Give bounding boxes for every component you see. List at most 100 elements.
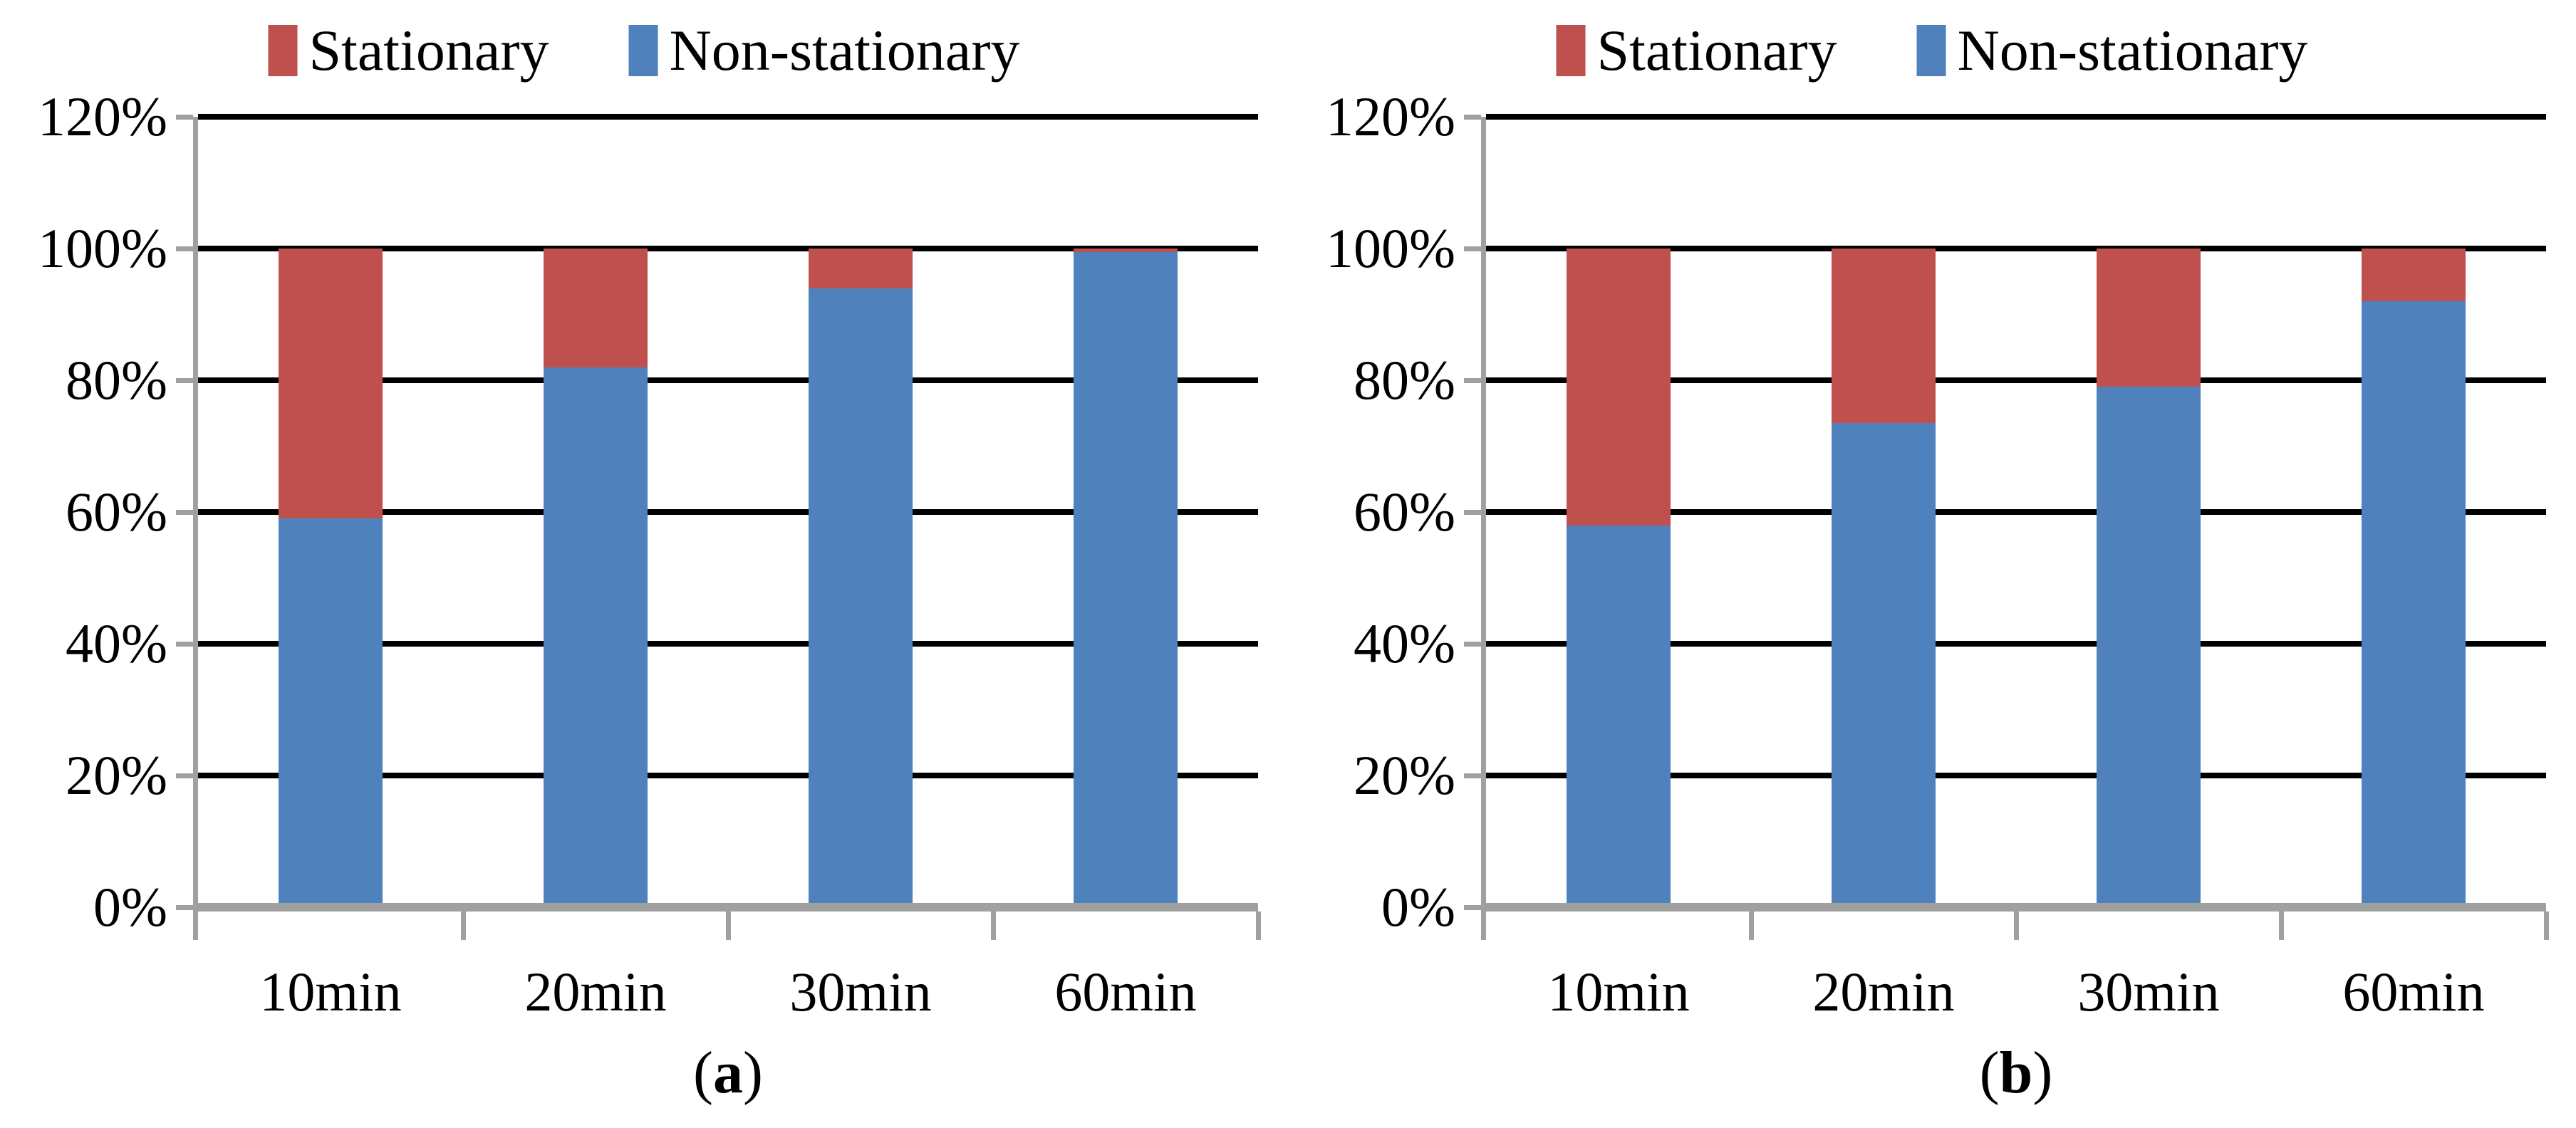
bar-30min-non-stationary-segment: [809, 288, 913, 907]
bar-60min-stationary-segment: [1074, 249, 1178, 252]
y-tick-label-60: 60%: [66, 481, 167, 543]
x-axis-tick: [2278, 912, 2284, 940]
y-axis-tick: [176, 773, 193, 778]
x-axis-tick: [990, 912, 996, 940]
bar-10min-non-stationary-segment: [279, 518, 383, 907]
y-axis-tick: [1464, 773, 1481, 778]
legend-swatch-stationary-icon: [1556, 25, 1586, 76]
x-tick-label-30min: 30min: [789, 961, 932, 1023]
y-tick-label-100: 100%: [38, 217, 167, 279]
legend-label: Non-stationary: [1957, 18, 2308, 83]
y-axis-tick: [1464, 246, 1481, 251]
x-tick-label-10min: 10min: [1547, 961, 1690, 1023]
gridline-40: [1486, 641, 2546, 647]
y-tick-label-20: 20%: [66, 744, 167, 806]
bar-30min-stationary-segment: [2097, 249, 2201, 387]
panel-caption-b: (b): [1486, 1041, 2546, 1105]
caption-open-paren: (: [693, 1040, 713, 1106]
bar-10min-stationary-segment: [1567, 249, 1671, 526]
y-axis-tick: [176, 377, 193, 383]
gridline-60: [1486, 509, 2546, 515]
x-axis-tick: [2543, 912, 2549, 940]
x-tick-label-20min: 20min: [524, 961, 667, 1023]
y-tick-label-40: 40%: [66, 612, 167, 674]
y-tick-label-80: 80%: [66, 349, 167, 411]
bar-20min-non-stationary-segment: [1832, 423, 1936, 907]
y-tick-label-0: 0%: [1381, 876, 1455, 938]
legend: Stationary Non-stationary: [268, 18, 1020, 83]
bar-20min-non-stationary-segment: [544, 367, 648, 907]
gridline-80: [1486, 377, 2546, 383]
gridline-100: [198, 246, 1258, 251]
gridline-120: [198, 114, 1258, 120]
legend-item-stationary: Stationary: [268, 18, 549, 83]
legend: Stationary Non-stationary: [1556, 18, 2308, 83]
legend-swatch-stationary-icon: [268, 25, 298, 76]
y-tick-label-0: 0%: [93, 876, 167, 938]
caption-letter: a: [713, 1040, 743, 1106]
bar-20min-stationary-segment: [544, 249, 648, 367]
x-tick-label-60min: 60min: [2342, 961, 2485, 1023]
x-axis-tick: [1748, 912, 1754, 940]
caption-close-paren: ): [2032, 1040, 2053, 1106]
x-axis-tick: [1481, 912, 1486, 940]
y-axis-line: [193, 117, 198, 940]
x-axis-tick: [1255, 912, 1261, 940]
legend-swatch-non-stationary-icon: [1916, 25, 1946, 76]
x-tick-label-60min: 60min: [1054, 961, 1197, 1023]
y-axis-tick: [1464, 904, 1481, 910]
x-axis-tick: [725, 912, 731, 940]
bar-60min-non-stationary-segment: [2362, 301, 2466, 907]
bar-20min-stationary-segment: [1832, 249, 1936, 424]
y-axis-line: [1481, 117, 1486, 940]
x-tick-label-30min: 30min: [2077, 961, 2220, 1023]
y-axis-tick: [1464, 641, 1481, 647]
gridline-60: [198, 509, 1258, 515]
bar-10min-stationary-segment: [279, 249, 383, 519]
legend-item-stationary: Stationary: [1556, 18, 1837, 83]
legend-label: Stationary: [1596, 18, 1837, 83]
bar-10min-non-stationary-segment: [1567, 525, 1671, 907]
gridline-40: [198, 641, 1258, 647]
x-axis-tick: [193, 912, 198, 940]
legend-label: Stationary: [308, 18, 549, 83]
y-tick-label-100: 100%: [1326, 217, 1455, 279]
y-axis-tick: [176, 641, 193, 647]
bar-30min-non-stationary-segment: [2097, 387, 2201, 907]
gridline-100: [1486, 246, 2546, 251]
y-tick-label-20: 20%: [1354, 744, 1455, 806]
gridline-20: [1486, 773, 2546, 778]
gridline-80: [198, 377, 1258, 383]
y-axis-tick: [176, 114, 193, 120]
x-axis-tick: [460, 912, 466, 940]
chart-panel-a: Stationary Non-stationary 0% 20% 40% 60% 80% 10…: [38, 18, 1261, 1105]
bar-30min-stationary-segment: [809, 249, 913, 288]
gridline-20: [198, 773, 1258, 778]
bar-60min-stationary-segment: [2362, 249, 2466, 301]
x-axis-tick: [2013, 912, 2019, 940]
chart-panel-b: Stationary Non-stationary 0% 20% 40% 60% 80% 10…: [1288, 0, 2576, 1128]
y-axis-tick: [1464, 377, 1481, 383]
caption-close-paren: ): [743, 1040, 763, 1106]
y-tick-label-120: 120%: [1326, 85, 1455, 147]
caption-letter: b: [1999, 1040, 2033, 1106]
legend-item-non-stationary: Non-stationary: [1916, 18, 2308, 83]
y-axis-tick: [176, 904, 193, 910]
y-tick-label-80: 80%: [1354, 349, 1455, 411]
y-axis-tick: [1464, 114, 1481, 120]
y-tick-label-120: 120%: [38, 85, 167, 147]
legend-item-non-stationary: Non-stationary: [628, 18, 1020, 83]
panel-caption-a: (a): [198, 1041, 1258, 1105]
y-axis-tick: [176, 509, 193, 515]
y-tick-label-60: 60%: [1354, 481, 1455, 543]
x-tick-label-10min: 10min: [259, 961, 402, 1023]
y-tick-label-40: 40%: [1354, 612, 1455, 674]
y-axis-tick: [176, 246, 193, 251]
x-tick-label-20min: 20min: [1812, 961, 1955, 1023]
legend-swatch-non-stationary-icon: [628, 25, 658, 76]
legend-label: Non-stationary: [669, 18, 1020, 83]
caption-open-paren: (: [1979, 1040, 2000, 1106]
x-axis-line: [193, 903, 1258, 912]
x-axis-line: [1481, 903, 2546, 912]
